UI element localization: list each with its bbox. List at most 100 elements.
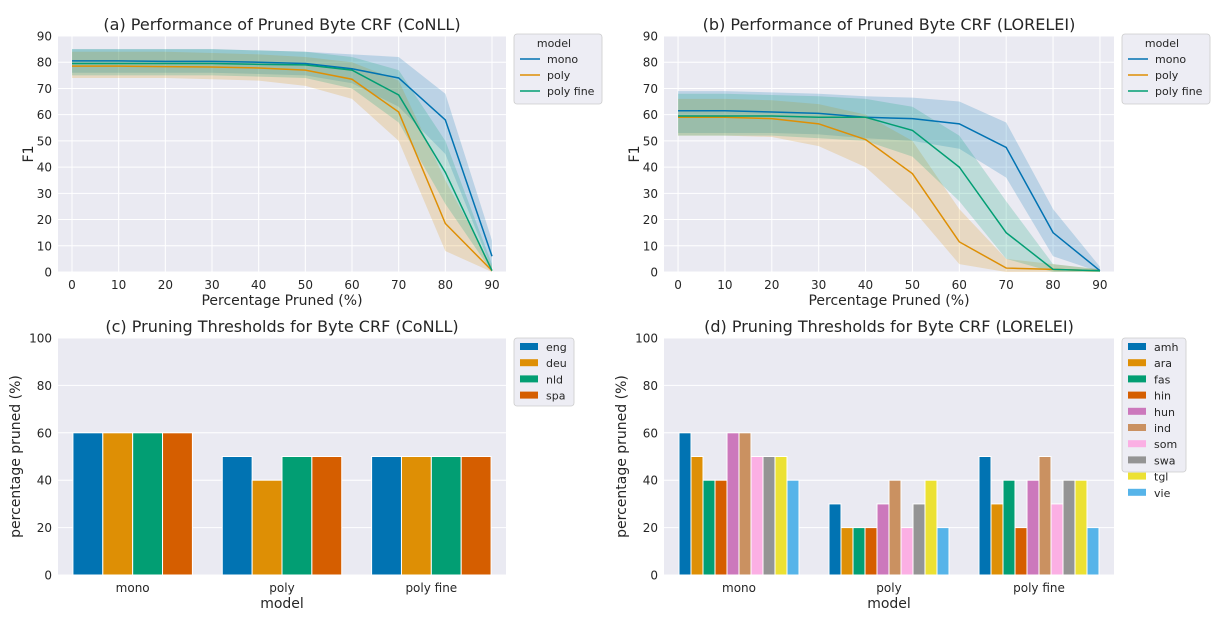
legend-label: ara xyxy=(1154,357,1172,370)
x-axis-label: Percentage Pruned (%) xyxy=(201,293,362,309)
y-tick-label: 50 xyxy=(643,134,658,148)
confidence-band-poly xyxy=(678,98,1100,272)
bar-vie-mono xyxy=(786,479,800,576)
x-tick-label: 60 xyxy=(344,278,359,292)
bar-tgl-poly xyxy=(924,479,938,576)
legend-swatch xyxy=(1128,391,1146,399)
chart-title: (d) Pruning Thresholds for Byte CRF (LOR… xyxy=(704,317,1074,336)
panel-d: (d) Pruning Thresholds for Byte CRF (LOR… xyxy=(614,317,1187,612)
panel-c: (c) Pruning Thresholds for Byte CRF (CoN… xyxy=(8,317,575,612)
legend-swatch xyxy=(1128,472,1146,480)
bar-ind-poly-fine xyxy=(1038,456,1052,576)
bar-amh-mono xyxy=(678,432,692,576)
x-axis-label: Percentage Pruned (%) xyxy=(808,293,969,309)
x-tick-label: 20 xyxy=(158,278,173,292)
chart-title: (c) Pruning Thresholds for Byte CRF (CoN… xyxy=(105,317,458,336)
plot-area xyxy=(664,36,1114,272)
bar-swa-poly xyxy=(912,503,926,576)
legend-swatch xyxy=(1128,407,1146,415)
bar-ind-poly xyxy=(888,479,902,576)
x-tick-label: 30 xyxy=(204,278,219,292)
x-tick-label: 30 xyxy=(811,278,826,292)
legend-label: tgl xyxy=(1154,471,1168,484)
bar-hun-mono xyxy=(726,432,740,576)
y-tick-label: 0 xyxy=(44,266,52,280)
y-tick-label: 40 xyxy=(643,474,658,488)
legend-title: model xyxy=(1145,37,1179,50)
legend-label: vie xyxy=(1154,487,1171,500)
legend-box xyxy=(513,337,575,407)
x-tick-label: 0 xyxy=(68,278,76,292)
x-tick-label: 40 xyxy=(858,278,873,292)
y-tick-label: 100 xyxy=(635,332,658,346)
y-tick-label: 20 xyxy=(37,521,52,535)
y-tick-label: 60 xyxy=(37,426,52,440)
bar-hin-mono xyxy=(714,479,728,576)
legend: model mono poly poly fine xyxy=(1121,33,1211,105)
legend-swatch xyxy=(1128,424,1146,431)
y-tick-label: 50 xyxy=(37,134,52,148)
x-tick-label: 40 xyxy=(251,278,266,292)
bar-vie-poly-fine xyxy=(1086,527,1100,576)
y-tick-label: 40 xyxy=(37,474,52,488)
confidence-band-mono xyxy=(678,91,1100,272)
legend-swatch xyxy=(520,375,538,383)
bar-deu-poly xyxy=(251,479,283,576)
legend-label: nld xyxy=(546,373,563,386)
series-line-poly-fine xyxy=(72,62,493,272)
bar-deu-poly-fine xyxy=(400,456,432,576)
legend-label: poly xyxy=(1155,69,1179,82)
bar-hin-poly xyxy=(864,527,878,576)
legend-label: poly fine xyxy=(1155,85,1203,98)
y-axis-label: F1 xyxy=(627,146,643,163)
legend-swatch xyxy=(520,359,538,367)
confidence-band-poly xyxy=(72,51,492,272)
bar-amh-poly xyxy=(828,503,842,576)
y-tick-label: 40 xyxy=(37,161,52,175)
bar-nld-poly xyxy=(281,456,313,576)
bar-spa-poly-fine xyxy=(460,456,492,576)
legend-swatch xyxy=(1128,488,1146,496)
bar-som-poly-fine xyxy=(1050,503,1064,576)
legend-box xyxy=(1121,33,1211,105)
legend-title: model xyxy=(537,37,571,50)
x-tick-label: poly xyxy=(269,581,294,595)
y-tick-label: 80 xyxy=(643,379,658,393)
x-tick-label: 0 xyxy=(674,278,682,292)
x-axis-label: model xyxy=(867,596,911,612)
bar-hin-poly-fine xyxy=(1014,527,1028,576)
x-axis-label: model xyxy=(260,596,304,612)
y-tick-label: 60 xyxy=(37,108,52,122)
y-tick-label: 20 xyxy=(643,213,658,227)
confidence-band-mono xyxy=(72,49,492,270)
bar-eng-poly xyxy=(221,456,253,576)
bar-hun-poly xyxy=(876,503,890,576)
y-tick-label: 60 xyxy=(643,108,658,122)
bar-ara-poly-fine xyxy=(990,503,1004,576)
bar-eng-mono xyxy=(72,432,104,576)
bar-ara-mono xyxy=(690,456,704,576)
legend-label: hun xyxy=(1154,406,1175,419)
x-tick-label: 50 xyxy=(905,278,920,292)
x-tick-label: 90 xyxy=(484,278,499,292)
x-tick-label: 10 xyxy=(717,278,732,292)
y-tick-label: 80 xyxy=(37,379,52,393)
y-axis-label: percentage pruned (%) xyxy=(8,375,24,538)
bar-amh-poly-fine xyxy=(978,456,992,576)
y-axis-label: percentage pruned (%) xyxy=(614,375,630,538)
chart-title: (a) Performance of Pruned Byte CRF (CoNL… xyxy=(103,15,460,34)
legend-swatch xyxy=(1128,375,1146,383)
bar-eng-poly-fine xyxy=(371,456,402,576)
legend-label: swa xyxy=(1154,454,1175,467)
legend-label: hin xyxy=(1154,390,1171,403)
legend-label: amh xyxy=(1154,341,1178,354)
x-tick-label: 50 xyxy=(298,278,313,292)
bar-deu-mono xyxy=(102,432,134,576)
bar-fas-poly-fine xyxy=(1002,479,1016,576)
x-tick-label: 20 xyxy=(764,278,779,292)
x-tick-label: poly fine xyxy=(405,581,457,595)
confidence-band-poly-fine xyxy=(72,49,492,272)
y-tick-label: 70 xyxy=(643,82,658,96)
legend-label: spa xyxy=(546,390,565,403)
y-tick-label: 80 xyxy=(37,56,52,70)
